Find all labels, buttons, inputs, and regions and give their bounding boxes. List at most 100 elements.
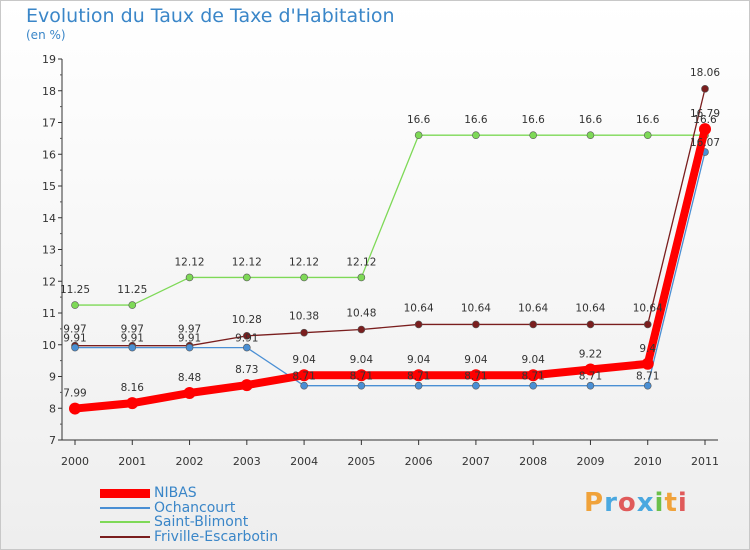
y-tick-label: 8 [49,402,56,415]
y-tick-label: 10 [42,339,56,352]
data-label: 16.07 [690,137,720,149]
x-tick-label: 2004 [290,455,318,468]
data-label: 8.48 [178,372,201,384]
legend-swatch [100,535,150,538]
data-label: 16.6 [407,114,431,126]
data-label: 10.64 [575,302,605,314]
y-tick-label: 7 [49,434,56,447]
data-point [529,381,537,390]
data-point [300,273,308,282]
data-label: 10.64 [404,302,434,314]
x-tick-label: 2006 [405,455,433,468]
data-label: 9.91 [235,333,258,345]
legend-item-saint-blimont: Saint-Blimont [100,515,278,530]
legend-item-ochancourt: Ochancourt [100,501,278,516]
data-label: 16.6 [636,114,660,126]
data-point [412,369,425,382]
data-label: 9.97 [63,324,86,336]
y-tick-label: 12 [42,275,56,288]
data-point [355,369,368,382]
data-label: 11.25 [60,284,90,296]
data-point [300,328,308,337]
x-tick-label: 2005 [347,455,375,468]
legend-swatch [100,521,150,524]
data-point [641,357,654,370]
data-point [643,320,652,329]
data-label: 7.99 [63,388,86,400]
data-point [185,343,194,352]
x-tick-label: 2010 [634,455,662,468]
data-point [357,273,366,282]
data-label: 8.16 [121,382,145,394]
data-label: 8.71 [521,371,544,383]
x-tick-label: 2011 [691,455,719,468]
data-label: 10.64 [518,302,548,314]
y-tick-label: 17 [42,117,56,130]
data-label: 9.22 [579,349,602,361]
data-point [472,381,480,390]
series-line-main [71,125,709,413]
data-point [586,381,595,390]
legend-label: Saint-Blimont [154,514,249,531]
series-line [74,151,706,387]
data-point [472,131,480,139]
data-label: 12.12 [175,256,205,268]
data-point [357,325,366,334]
chart-title: Evolution du Taux de Taxe d'Habitation [26,5,395,27]
data-point [243,332,251,340]
data-label: 8.73 [235,364,258,376]
data-label: 9.97 [178,324,201,336]
x-tick-label: 2003 [233,455,261,468]
legend-label: Ochancourt [154,499,236,516]
data-label: 12.12 [232,256,262,268]
data-point [300,381,308,390]
data-label: 9.04 [464,354,488,366]
data-point [469,369,482,382]
legend: NIBAS Ochancourt Saint-Blimont Friville-… [100,486,278,544]
y-tick-label: 11 [42,307,56,320]
data-point [298,369,311,382]
data-label: 8.71 [464,371,487,383]
data-point [529,131,537,139]
data-point [414,381,423,390]
y-tick-label: 16 [42,148,56,161]
data-label: 9.97 [121,324,144,336]
x-tick-label: 2001 [118,455,146,468]
data-label: 16.6 [521,114,545,126]
data-label: 16.79 [690,108,720,120]
data-label: 9.04 [407,354,431,366]
x-tick-label: 2002 [176,455,204,468]
data-point [128,343,137,352]
series-line [74,88,706,347]
data-label: 16.6 [579,114,603,126]
y-tick-label: 15 [42,180,56,193]
logo-letter: t [664,488,678,518]
data-point [126,397,139,410]
data-label: 9.04 [350,354,374,366]
data-label: 18.06 [690,67,720,79]
data-label: 10.38 [289,311,319,323]
logo-letter: P [584,488,605,518]
data-label: 12.12 [289,256,319,268]
data-point [699,123,711,136]
data-label: 11.25 [117,284,147,296]
data-point [243,343,251,352]
data-label: 10.64 [633,302,663,314]
data-point [243,273,251,282]
y-tick-label: 14 [42,212,56,225]
proxiti-logo: Proxiti [584,488,688,518]
data-point [414,320,423,329]
data-point [357,381,366,390]
data-point [527,369,540,382]
y-tick-label: 13 [42,244,56,257]
legend-item-friville-escarbotin: Friville-Escarbotin [100,530,278,545]
data-point [701,85,709,93]
data-point [586,320,595,329]
data-label: 9.04 [521,354,545,366]
data-label: 9.4 [639,343,656,355]
legend-swatch [100,488,150,498]
data-label: 9.91 [63,333,86,345]
y-tick-label: 19 [42,53,56,66]
